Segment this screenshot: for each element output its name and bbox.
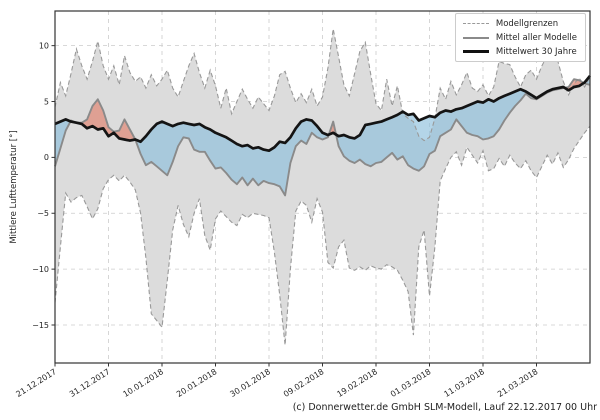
legend-item-modellgrenzen: Modellgrenzen (462, 18, 577, 29)
x-tick-label: 21.03.2018 (496, 367, 540, 399)
y-tick-label: −5 (37, 209, 49, 218)
x-tick-label: 11.03.2018 (442, 367, 486, 399)
x-tick-label: 10.01.2018 (121, 367, 165, 399)
legend-item-mittel-aller-modelle: Mittel aller Modelle (462, 32, 577, 43)
y-axis-label: Mittlere Lufttemperatur [°] (9, 130, 19, 244)
legend-label: Mittelwert 30 Jahre (495, 46, 577, 57)
warmer-than-normal-fill (564, 79, 584, 91)
mean-30y-line (54, 74, 592, 153)
y-tick-label: 10 (39, 41, 49, 50)
legend-label: Modellgrenzen (495, 18, 559, 29)
x-tick-label: 21.12.2017 (14, 367, 58, 399)
x-tick-label: 19.02.2018 (335, 367, 379, 399)
chart-legend: Modellgrenzen Mittel aller Modelle Mitte… (454, 13, 586, 62)
copyright-footer: (c) Donnerwetter.de GmbH SLM-Modell, Lau… (292, 402, 597, 413)
x-tick-label: 09.02.2018 (282, 367, 326, 399)
x-tick-label: 01.03.2018 (389, 367, 433, 399)
legend-label: Mittel aller Modelle (495, 32, 577, 43)
black-line-sample-icon (462, 50, 489, 53)
colder-than-normal-fill (135, 119, 329, 196)
colder-than-normal-fill (55, 119, 71, 167)
y-tick-label: 0 (44, 153, 49, 162)
legend-item-mittelwert-30-jahre: Mittelwert 30 Jahre (462, 46, 577, 57)
y-tick-label: −15 (32, 321, 49, 330)
x-tick-label: 31.12.2017 (68, 367, 112, 399)
y-tick-label: 5 (44, 97, 49, 106)
lower-bound-line (54, 125, 591, 346)
upper-bound-line (54, 28, 591, 142)
gray-line-sample-icon (462, 36, 489, 39)
x-tick-label: 20.01.2018 (175, 367, 219, 399)
x-tick-label: 30.01.2018 (228, 367, 272, 399)
dashed-line-sample-icon (462, 23, 489, 24)
y-tick-label: −10 (32, 265, 49, 274)
model-mean-line (54, 78, 591, 197)
